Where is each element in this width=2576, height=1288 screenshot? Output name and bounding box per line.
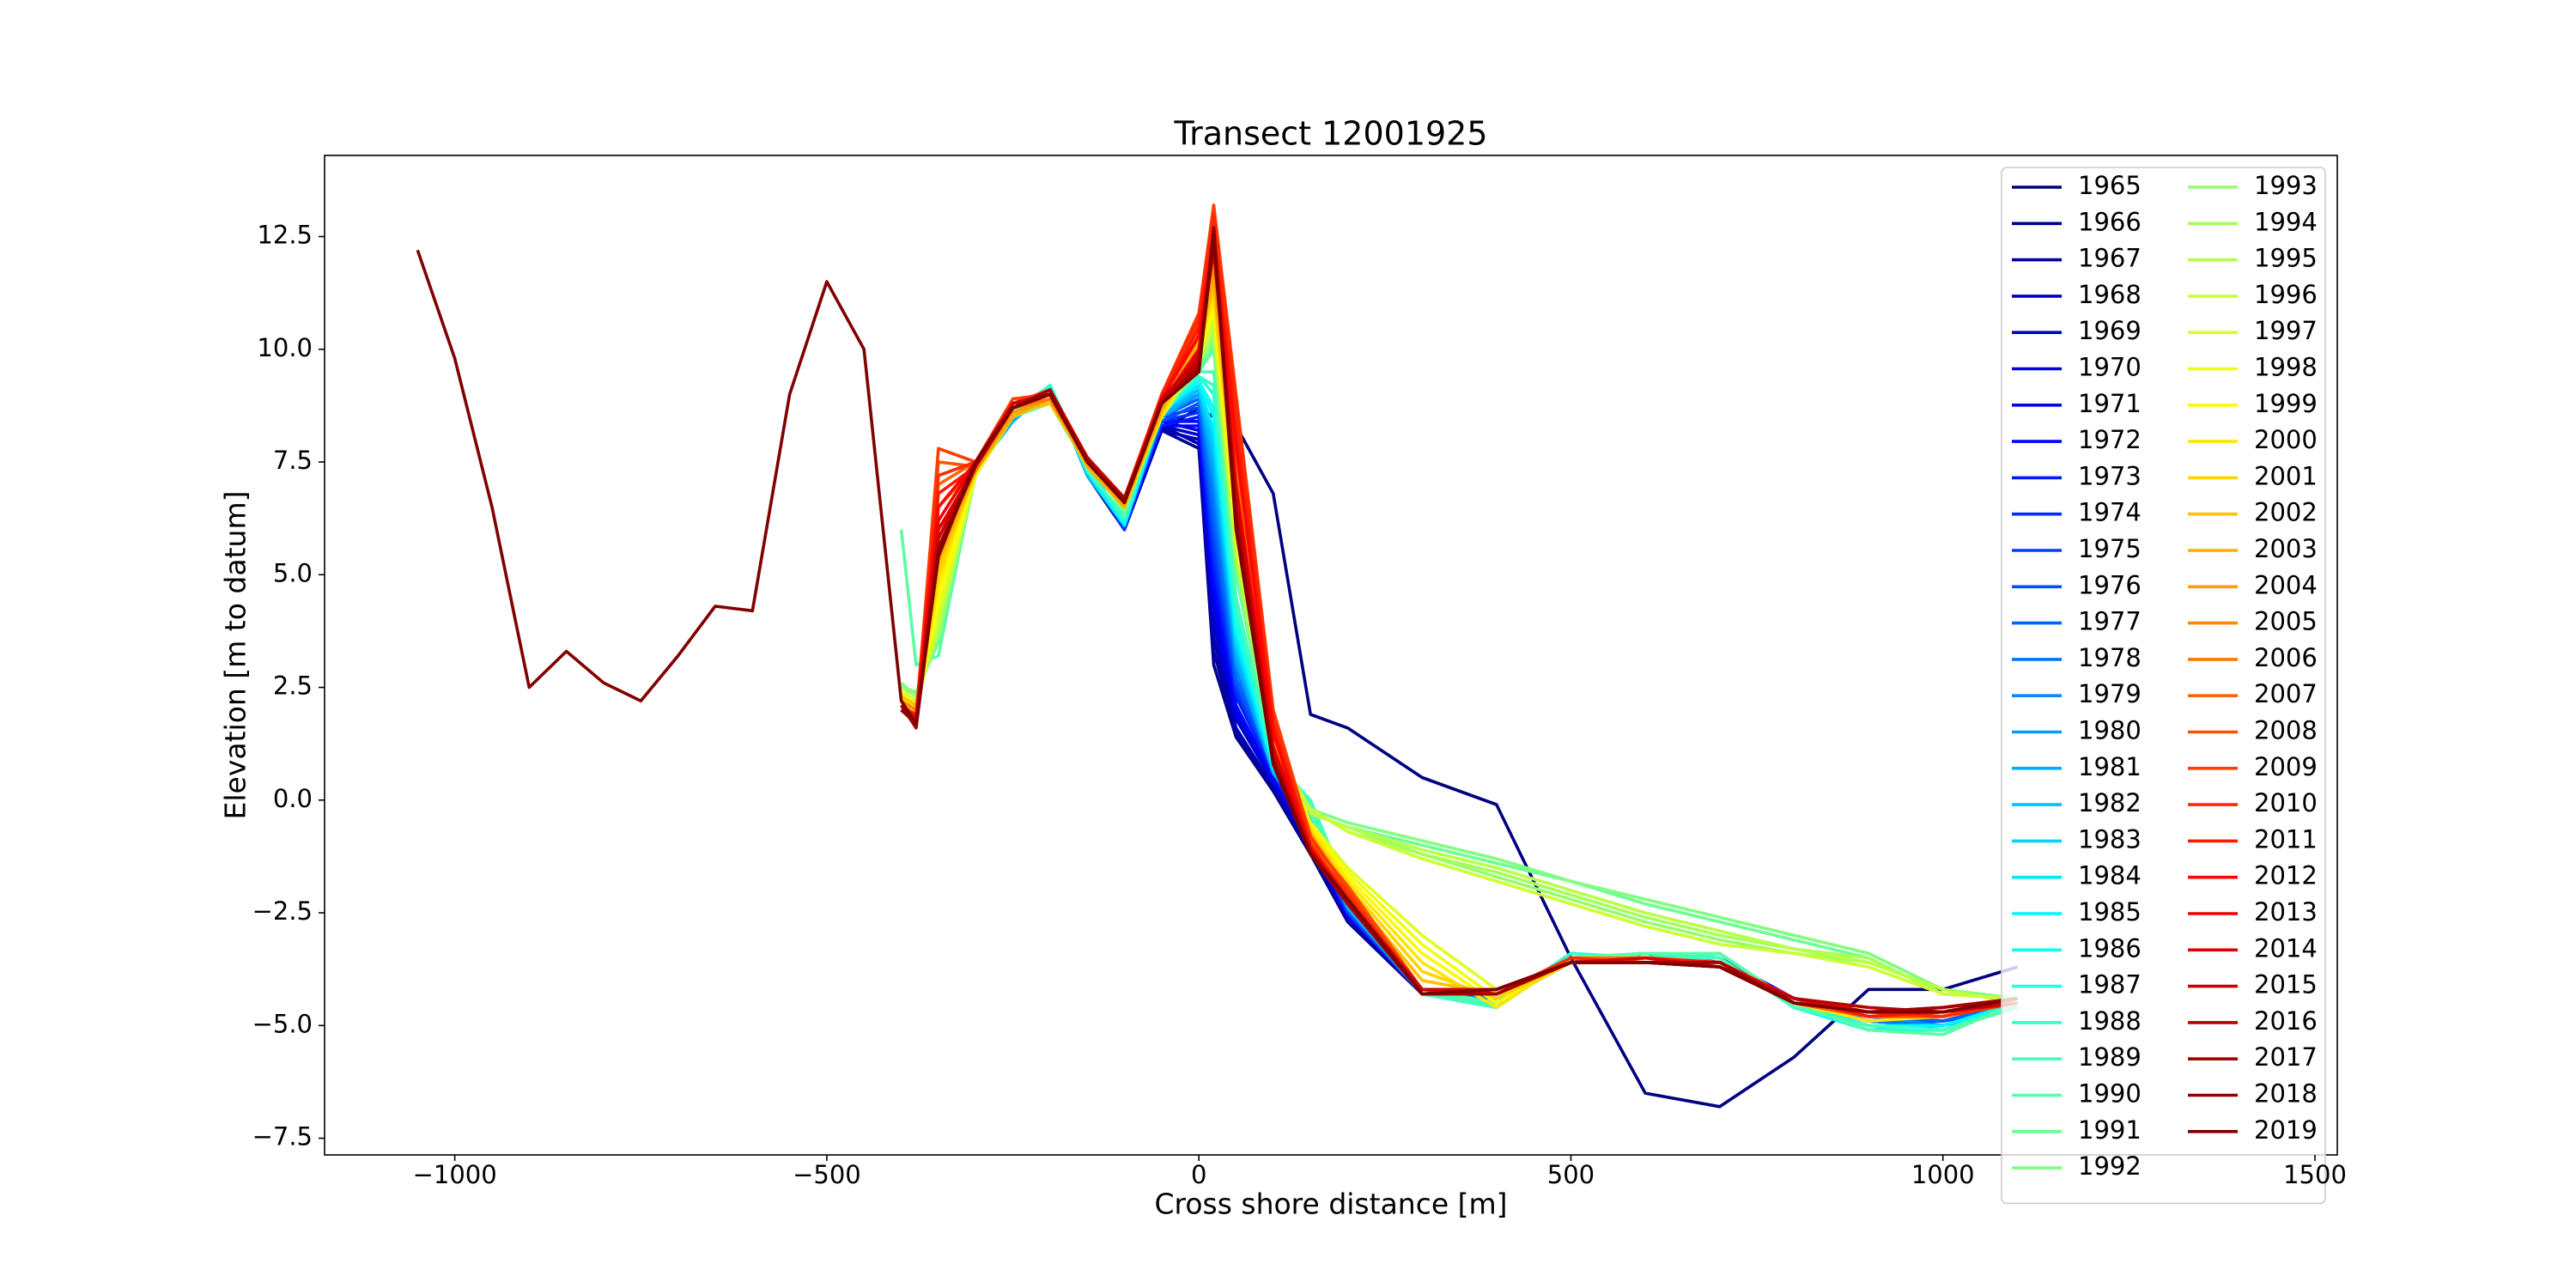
y-tick-label: −5.0 (252, 1009, 313, 1038)
y-tick-label: 5.0 (273, 558, 313, 587)
legend-label: 2000 (2254, 425, 2318, 454)
legend-label: 2006 (2254, 643, 2318, 672)
legend-label: 2003 (2254, 534, 2318, 563)
y-tick-label: 7.5 (273, 446, 313, 475)
legend-label: 2016 (2254, 1006, 2318, 1036)
legend-label: 1974 (2078, 498, 2142, 527)
legend-label: 1986 (2078, 933, 2142, 963)
chart-title: Transect 12001925 (1173, 115, 1487, 153)
legend-label: 1973 (2078, 461, 2142, 490)
legend-label: 1980 (2078, 716, 2142, 745)
legend-label: 2010 (2254, 788, 2318, 817)
legend-label: 2018 (2254, 1079, 2318, 1109)
legend-label: 1995 (2254, 244, 2318, 273)
legend-label: 1975 (2078, 534, 2142, 563)
legend-label: 2008 (2254, 716, 2318, 745)
legend-label: 1976 (2078, 570, 2142, 599)
legend-label: 1996 (2254, 280, 2318, 309)
legend-box (2001, 167, 2326, 1205)
legend-label: 2004 (2254, 570, 2318, 599)
series-line (416, 234, 2018, 1014)
x-tick-label: 500 (1547, 1160, 1595, 1189)
legend-label: 1985 (2078, 897, 2142, 927)
legend-label: 1990 (2078, 1079, 2142, 1109)
legend-label: 1967 (2078, 244, 2142, 273)
legend-label: 1992 (2078, 1151, 2142, 1181)
legend-label: 2015 (2254, 970, 2318, 999)
legend-label: 1982 (2078, 788, 2142, 817)
y-tick-label: 0.0 (273, 784, 313, 813)
legend-label: 2011 (2254, 824, 2318, 854)
y-tick-label: −2.5 (252, 896, 313, 926)
x-axis-label: Cross shore distance [m] (1154, 1188, 1507, 1221)
legend-label: 2019 (2254, 1115, 2318, 1145)
legend-label: 1983 (2078, 824, 2142, 854)
legend-label: 1981 (2078, 752, 2142, 781)
legend-label: 1989 (2078, 1042, 2142, 1072)
legend-label: 1988 (2078, 1006, 2142, 1036)
legend-label: 2002 (2254, 498, 2318, 527)
legend-label: 2005 (2254, 607, 2318, 636)
x-tick-label: −500 (793, 1160, 861, 1189)
y-tick-label: 12.5 (257, 221, 313, 250)
legend-label: 1993 (2254, 171, 2318, 200)
y-axis-label: Elevation [m to datum] (219, 491, 252, 820)
legend-label: 1997 (2254, 316, 2318, 345)
legend: 1965 1966 1967 1968 1969 1970 1971 1972 1973 1974… (2001, 167, 2326, 1205)
y-tick-label: 10.0 (257, 333, 313, 362)
legend-label: 1968 (2078, 280, 2142, 309)
legend-label: 1998 (2254, 353, 2318, 382)
legend-label: 1965 (2078, 171, 2142, 200)
legend-label: 1970 (2078, 353, 2142, 382)
y-tick-label: 2.5 (273, 671, 313, 701)
x-tick-label: −1000 (413, 1160, 497, 1189)
legend-label: 1994 (2254, 207, 2318, 236)
legend-label: 2001 (2254, 461, 2318, 490)
legend-label: 2017 (2254, 1042, 2318, 1072)
legend-label: 2009 (2254, 752, 2318, 781)
x-tick-label: 0 (1191, 1160, 1206, 1189)
legend-label: 1987 (2078, 970, 2142, 999)
legend-label: 1978 (2078, 643, 2142, 672)
legend-label: 1966 (2078, 207, 2142, 236)
legend-label: 2013 (2254, 897, 2318, 927)
legend-label: 2014 (2254, 933, 2318, 963)
x-tick-label: 1000 (1911, 1160, 1975, 1189)
legend-label: 1977 (2078, 607, 2142, 636)
axes-frame (324, 155, 2338, 1156)
legend-label: 2012 (2254, 861, 2318, 890)
plot-lines (416, 204, 2019, 1109)
y-tick-label: −7.5 (252, 1122, 313, 1151)
legend-label: 1991 (2078, 1115, 2142, 1145)
legend-label: 1979 (2078, 679, 2142, 708)
legend-label: 1984 (2078, 861, 2142, 890)
legend-label: 1969 (2078, 316, 2142, 345)
legend-label: 2007 (2254, 679, 2318, 708)
legend-label: 1999 (2254, 389, 2318, 418)
legend-label: 1971 (2078, 389, 2142, 418)
x-tick-label: 1500 (2283, 1160, 2347, 1189)
legend-label: 1972 (2078, 425, 2142, 454)
